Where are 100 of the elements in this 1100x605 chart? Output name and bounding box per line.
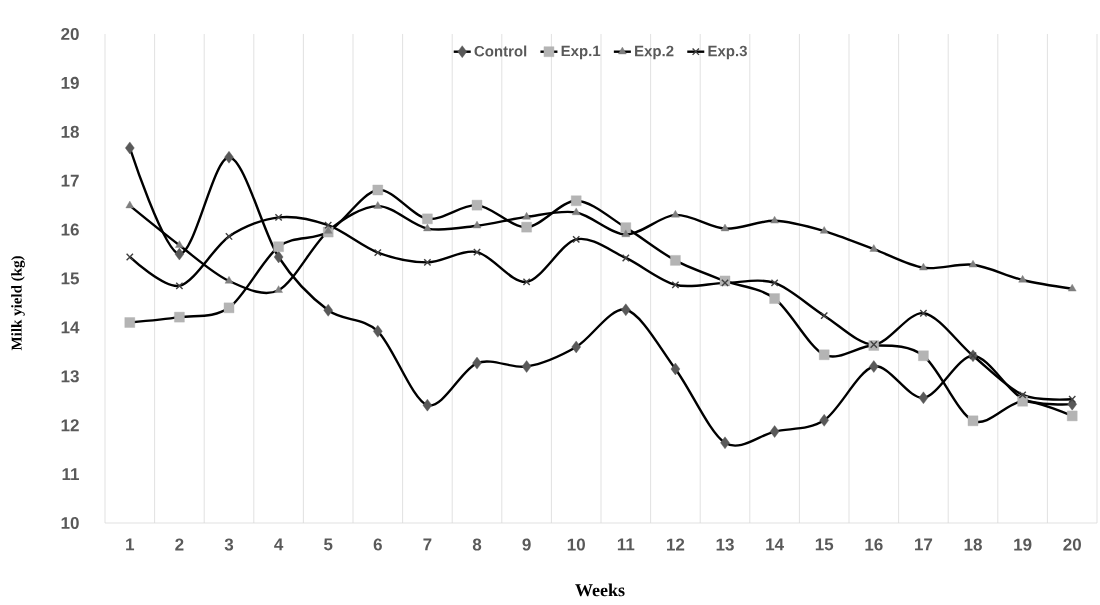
point xyxy=(373,201,382,209)
point xyxy=(175,281,184,290)
y-tick-label: 12 xyxy=(61,419,79,432)
point xyxy=(522,278,531,286)
point xyxy=(572,235,581,244)
point xyxy=(620,222,631,233)
point xyxy=(423,258,432,267)
point xyxy=(572,207,581,215)
x-tick-label: 3 xyxy=(224,538,234,551)
point xyxy=(918,350,929,361)
point xyxy=(571,195,582,206)
point xyxy=(769,425,780,438)
legend-label: Exp.2 xyxy=(635,45,674,60)
point xyxy=(522,212,531,220)
point xyxy=(918,391,929,405)
point xyxy=(670,255,681,266)
point xyxy=(472,220,482,229)
y-tick-label: 19 xyxy=(61,76,79,89)
point xyxy=(125,141,135,155)
y-tick-label: 17 xyxy=(61,174,79,187)
x-tick-label: 14 xyxy=(766,538,784,551)
point xyxy=(770,216,779,224)
point xyxy=(621,303,631,316)
point xyxy=(274,213,283,222)
point xyxy=(968,260,978,268)
point xyxy=(125,200,134,209)
point xyxy=(224,276,234,284)
point xyxy=(373,248,382,257)
point xyxy=(1067,410,1078,422)
x-tick-label: 6 xyxy=(373,538,382,551)
x-tick-label: 16 xyxy=(865,538,883,551)
point xyxy=(223,302,235,314)
point xyxy=(820,311,829,320)
x-tick-label: 4 xyxy=(274,538,284,551)
x-tick-label: 11 xyxy=(617,538,635,551)
x-tick-label: 18 xyxy=(964,538,982,551)
x-tick-label: 15 xyxy=(815,538,834,551)
point xyxy=(671,280,680,289)
point xyxy=(521,360,532,373)
point xyxy=(919,262,928,271)
point xyxy=(869,244,878,252)
point xyxy=(621,229,630,237)
y-tick-label: 11 xyxy=(62,468,80,480)
point xyxy=(372,184,383,196)
y-tick-label: 14 xyxy=(61,321,80,334)
x-tick-label: 8 xyxy=(472,538,482,551)
point xyxy=(1018,391,1027,399)
legend-label: Exp.1 xyxy=(561,45,601,60)
point xyxy=(769,293,780,304)
x-tick-label: 19 xyxy=(1014,538,1032,551)
y-tick-label: 20 xyxy=(61,27,79,41)
point xyxy=(224,151,234,164)
point xyxy=(422,398,433,412)
point xyxy=(819,349,830,360)
x-tick-label: 20 xyxy=(1063,538,1081,551)
point xyxy=(770,279,779,287)
point xyxy=(671,210,680,218)
x-tick-label: 10 xyxy=(567,538,585,551)
y-tick-label: 15 xyxy=(61,272,80,285)
point xyxy=(521,221,532,233)
y-tick-label: 16 xyxy=(61,223,79,236)
y-tick-label: 13 xyxy=(61,370,79,383)
point xyxy=(621,254,630,262)
point xyxy=(472,356,482,370)
x-axis-title: Weeks xyxy=(575,583,625,597)
x-tick-label: 5 xyxy=(323,538,333,551)
x-tick-label: 1 xyxy=(126,538,135,551)
y-axis-title: Milk yield (kg) xyxy=(11,256,25,351)
legend-label: Exp.3 xyxy=(708,45,747,60)
point xyxy=(373,325,383,338)
point xyxy=(422,213,433,225)
point xyxy=(967,415,979,426)
point xyxy=(720,436,730,449)
point xyxy=(1017,396,1028,407)
point xyxy=(273,241,284,252)
point xyxy=(819,414,829,427)
point xyxy=(175,240,184,248)
point xyxy=(125,253,134,261)
point xyxy=(274,285,283,293)
point xyxy=(720,223,730,232)
y-tick-label: 18 xyxy=(61,125,79,138)
x-tick-label: 17 xyxy=(915,538,933,551)
x-tick-label: 2 xyxy=(175,538,184,551)
point xyxy=(919,309,928,318)
point xyxy=(670,362,681,376)
point xyxy=(1018,275,1027,283)
point xyxy=(174,311,185,323)
point xyxy=(423,223,432,232)
point xyxy=(1068,283,1077,292)
point xyxy=(471,199,483,211)
x-tick-label: 9 xyxy=(522,538,531,551)
x-tick-label: 7 xyxy=(423,538,432,551)
point xyxy=(820,226,829,234)
point xyxy=(273,250,284,264)
legend-label: Control xyxy=(474,45,527,57)
x-tick-label: 12 xyxy=(667,538,685,551)
point xyxy=(324,226,333,234)
point xyxy=(571,340,581,354)
y-tick-label: 10 xyxy=(61,516,79,530)
point xyxy=(124,317,135,328)
